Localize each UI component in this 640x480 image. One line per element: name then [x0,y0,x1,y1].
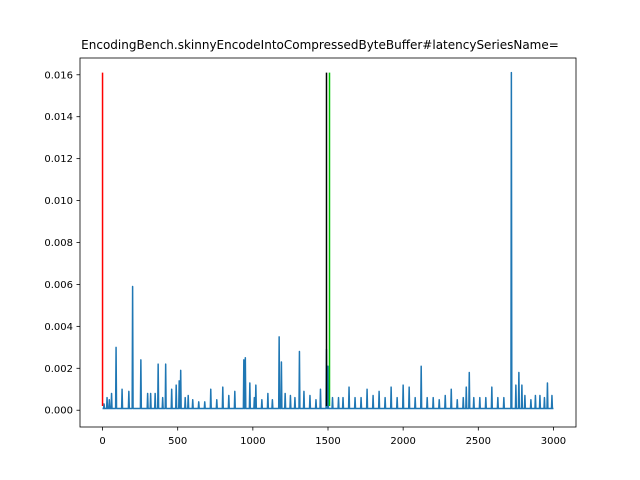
series-line-0 [102,71,554,410]
y-tick-label: 0.012 [44,154,73,165]
x-tick-label: 1500 [315,436,340,447]
y-tick-label: 0.006 [44,280,73,291]
vertical-lines-layer [101,72,331,407]
x-tick-label: 3000 [541,436,566,447]
x-tick-label: 500 [168,436,187,447]
x-tick-label: 2500 [466,436,491,447]
x-tick-label: 0 [99,436,105,447]
y-tick-label: 0.016 [44,70,73,81]
y-tick-label: 0.004 [44,322,73,333]
y-tick-label: 0.000 [44,406,73,417]
y-axis: 0.000 0.002 0.004 0.006 0.008 0.010 0.012 0.014… [44,70,80,417]
chart-title: EncodingBench.skinnyEncodeIntoCompressed… [81,38,559,52]
plot-frame [79,57,577,428]
y-tick-label: 0.002 [44,364,73,375]
y-tick-label: 0.010 [44,196,73,207]
y-tick-label: 0.008 [44,238,73,249]
series-layer [102,71,554,410]
y-tick-label: 0.014 [44,112,73,123]
x-tick-label: 1000 [240,436,265,447]
x-axis: 0 500 1000 1500 2000 2500 3000 [99,427,566,447]
x-tick-label: 2000 [390,436,415,447]
